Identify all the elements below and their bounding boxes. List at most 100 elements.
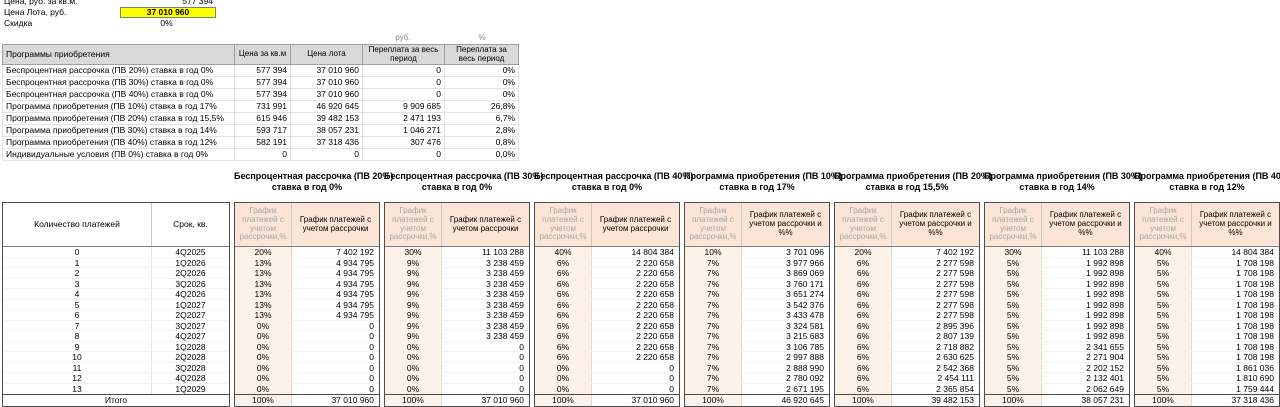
pct-cell[interactable]: 0%: [235, 341, 292, 351]
lot-price-cell[interactable]: 37 010 960: [290, 88, 363, 101]
amount-cell[interactable]: 1 992 898: [1086, 310, 1124, 320]
term-cell[interactable]: 2Q2027: [175, 310, 206, 320]
pct-cell[interactable]: 7%: [685, 310, 742, 320]
amount-cell[interactable]: 1 708 198: [1236, 257, 1274, 267]
amount-cell[interactable]: 3 238 459: [486, 278, 524, 288]
pct-cell[interactable]: 5%: [1135, 383, 1192, 394]
term-cell[interactable]: 1Q2027: [175, 299, 206, 309]
overpayment-pct-cell[interactable]: 26,8%: [444, 100, 519, 113]
term-cell[interactable]: 4Q2025: [175, 247, 206, 257]
amount-cell[interactable]: 1 992 898: [1086, 257, 1124, 267]
amount-cell[interactable]: 0: [669, 362, 674, 372]
payment-count-cell[interactable]: 2: [3, 268, 152, 278]
overpayment-pct-cell[interactable]: 0%: [444, 64, 519, 77]
price-per-sqm-cell[interactable]: 582 191: [234, 136, 291, 149]
amount-cell[interactable]: 14 804 384: [631, 247, 674, 257]
price-per-sqm-cell[interactable]: 593 717: [234, 124, 291, 137]
amount-cell[interactable]: 2 277 598: [936, 310, 974, 320]
overpayment-pct-cell[interactable]: 0%: [444, 76, 519, 89]
pct-cell[interactable]: 6%: [535, 310, 592, 320]
amount-cell[interactable]: 11 103 288: [482, 247, 524, 257]
amount-cell[interactable]: 2 220 658: [636, 352, 674, 362]
pct-cell[interactable]: 7%: [685, 289, 742, 299]
pct-cell[interactable]: 6%: [835, 257, 892, 267]
amount-cell[interactable]: 1 992 898: [1086, 289, 1124, 299]
term-cell[interactable]: 1Q2026: [175, 257, 206, 267]
discount-value[interactable]: 0%: [160, 18, 173, 28]
pct-cell[interactable]: 6%: [835, 278, 892, 288]
term-cell[interactable]: 3Q2026: [175, 278, 206, 288]
pct-cell[interactable]: 6%: [535, 299, 592, 309]
payment-count-cell[interactable]: 8: [3, 331, 152, 341]
pct-cell[interactable]: 9%: [385, 257, 442, 267]
overpayment-rub-cell[interactable]: 0: [362, 88, 445, 101]
pct-cell[interactable]: 5%: [1135, 257, 1192, 267]
total-amount-cell[interactable]: 46 920 645: [781, 395, 824, 405]
program-name-cell[interactable]: Беспроцентная рассрочка (ПВ 20%) ставка …: [2, 64, 235, 77]
pct-cell[interactable]: 0%: [235, 373, 292, 383]
pct-cell[interactable]: 30%: [985, 247, 1042, 257]
pct-cell[interactable]: 5%: [985, 310, 1042, 320]
program-name-cell[interactable]: Программа приобретения (ПВ 30%) ставка в…: [2, 124, 235, 137]
total-pct-cell[interactable]: 100%: [385, 395, 442, 406]
amount-cell[interactable]: 2 542 368: [936, 362, 974, 372]
pct-cell[interactable]: 7%: [685, 341, 742, 351]
pct-cell[interactable]: 5%: [1135, 289, 1192, 299]
pct-cell[interactable]: 10%: [685, 247, 742, 257]
pct-cell[interactable]: 7%: [685, 299, 742, 309]
price-per-sqm-cell[interactable]: 577 394: [234, 64, 291, 77]
amount-cell[interactable]: 0: [369, 352, 374, 362]
payment-count-cell[interactable]: 9: [3, 341, 152, 351]
pct-cell[interactable]: 0%: [235, 383, 292, 394]
price-per-sqm-cell[interactable]: 731 991: [234, 100, 291, 113]
program-name-cell[interactable]: Программа приобретения (ПВ 40%) ставка в…: [2, 136, 235, 149]
payment-count-cell[interactable]: 0: [3, 247, 152, 257]
amount-cell[interactable]: 3 238 459: [486, 289, 524, 299]
amount-cell[interactable]: 3 977 966: [786, 257, 824, 267]
amount-cell[interactable]: 1 861 036: [1236, 362, 1274, 372]
pct-cell[interactable]: 13%: [235, 310, 292, 320]
term-cell[interactable]: 3Q2028: [175, 362, 206, 372]
amount-cell[interactable]: 3 701 096: [786, 247, 824, 257]
amount-cell[interactable]: 3 651 274: [786, 289, 824, 299]
pct-cell[interactable]: 6%: [535, 257, 592, 267]
amount-cell[interactable]: 2 671 195: [786, 383, 824, 394]
pct-cell[interactable]: 9%: [385, 299, 442, 309]
pct-cell[interactable]: 0%: [535, 362, 592, 372]
pct-cell[interactable]: 6%: [835, 289, 892, 299]
term-cell[interactable]: 2Q2026: [175, 268, 206, 278]
pct-cell[interactable]: 30%: [385, 247, 442, 257]
amount-cell[interactable]: 4 934 795: [336, 257, 374, 267]
pct-cell[interactable]: 9%: [385, 310, 442, 320]
overpayment-pct-cell[interactable]: 0,0%: [444, 148, 519, 161]
amount-cell[interactable]: 2 807 139: [936, 331, 974, 341]
pct-cell[interactable]: 13%: [235, 278, 292, 288]
pct-cell[interactable]: 7%: [685, 362, 742, 372]
amount-cell[interactable]: 1 708 198: [1236, 310, 1274, 320]
program-name-cell[interactable]: Беспроцентная рассрочка (ПВ 30%) ставка …: [2, 76, 235, 89]
pct-cell[interactable]: 7%: [685, 257, 742, 267]
overpayment-pct-cell[interactable]: 2,8%: [444, 124, 519, 137]
lot-price-input-cell[interactable]: 37 010 960: [120, 7, 216, 18]
overpayment-pct-cell[interactable]: 6,7%: [444, 112, 519, 125]
amount-cell[interactable]: 2 220 658: [636, 278, 674, 288]
pct-cell[interactable]: 7%: [685, 278, 742, 288]
lot-price-cell[interactable]: 38 057 231: [290, 124, 363, 137]
amount-cell[interactable]: 2 220 658: [636, 299, 674, 309]
amount-cell[interactable]: 2 277 598: [936, 278, 974, 288]
pct-cell[interactable]: 5%: [1135, 310, 1192, 320]
amount-cell[interactable]: 2 997 888: [786, 352, 824, 362]
program-name-cell[interactable]: Индивидуальные условия (ПВ 0%) ставка в …: [2, 148, 235, 161]
amount-cell[interactable]: 2 454 111: [937, 373, 974, 383]
lot-price-cell[interactable]: 37 010 960: [290, 64, 363, 77]
lot-price-cell[interactable]: 37 010 960: [290, 76, 363, 89]
total-amount-cell[interactable]: 39 482 153: [931, 395, 974, 405]
amount-cell[interactable]: 4 934 795: [336, 310, 374, 320]
payment-count-cell[interactable]: 7: [3, 320, 152, 330]
lot-price-cell[interactable]: 37 318 436: [290, 136, 363, 149]
amount-cell[interactable]: 3 433 478: [786, 310, 824, 320]
pct-cell[interactable]: 7%: [685, 320, 742, 330]
price-per-sqm-cell[interactable]: 615 946: [234, 112, 291, 125]
amount-cell[interactable]: 1 708 198: [1236, 278, 1274, 288]
amount-cell[interactable]: 0: [369, 320, 374, 330]
